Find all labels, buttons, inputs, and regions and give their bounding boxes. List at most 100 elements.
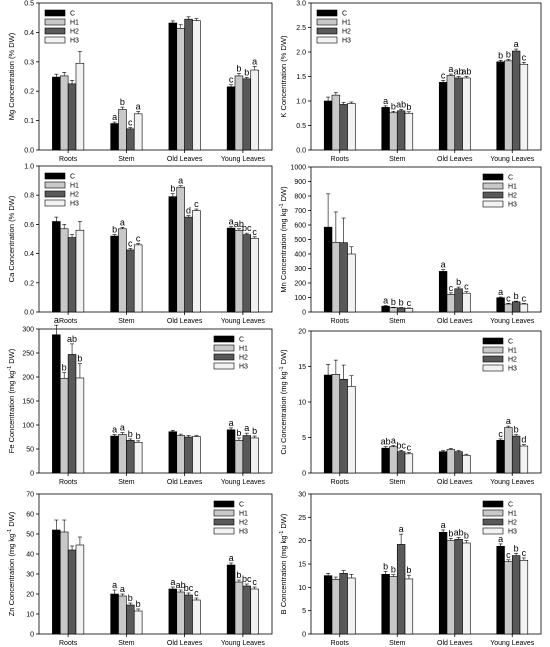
bar-h3-young-leaves [519,559,529,635]
significance-letter: ab [67,334,77,344]
bar-h1-young-leaves [234,229,244,313]
y-tick-label: 70 [26,492,34,499]
y-tick-label: 0.1 [24,118,34,125]
bar-h3-young-leaves [519,445,529,474]
bar-h1-roots [59,75,69,151]
significance-letter: a [120,584,125,594]
bar-h1-roots [59,378,69,474]
bar-c-young-leaves [226,86,236,151]
y-tick-label: 0.2 [24,280,34,287]
bar-h3-roots [347,577,356,635]
x-tick-label-young-leaves: Young Leaves [490,156,535,163]
legend-label-h3: H3 [239,529,248,536]
bar-c-young-leaves [496,545,505,635]
bar-h3-roots [347,103,356,151]
bar-c-stem [381,447,390,474]
bar-h2-stem [126,128,135,151]
bar-h3-roots [75,229,85,313]
bar-h1-stem [389,112,398,151]
bar-h2-young-leaves [511,555,521,635]
significance-letter: c [407,442,412,452]
significance-letter: ab [461,67,471,77]
plot-frame [38,493,273,635]
legend: C H1 H2 H3 [213,335,248,371]
bar-h1-stem [118,228,127,313]
legend-label-h3: H3 [508,202,517,209]
significance-letter: c [522,52,527,62]
legend-swatch-c [482,173,504,181]
significance-letter: a [229,553,234,563]
y-tick-label: 700 [294,208,306,215]
significance-letter: c [506,550,511,560]
legend-label-h3: H3 [70,38,79,45]
legend-label-c: C [508,502,513,509]
x-tick-label-old-leaves: Old Leaves [437,318,473,325]
significance-letter: bc [242,223,252,233]
y-tick-label: 800 [294,194,306,201]
bar-h1-roots [59,531,69,635]
significance-letter: a [112,425,117,435]
y-tick-label: 30 [26,572,34,579]
x-tick-label-old-leaves: Old Leaves [437,479,473,486]
x-tick-label-roots: Roots [331,156,350,163]
significance-letter: b [252,426,257,436]
significance-letter: c [506,293,511,303]
legend-swatch-h1 [482,509,504,517]
y-tick-label: 0.4 [24,30,34,37]
bar-h3-old-leaves [462,542,471,635]
significance-letter: a [506,416,511,426]
legend-swatch-c [316,9,338,17]
x-tick-label-stem: Stem [389,640,406,647]
significance-letter: b [136,431,141,441]
plot-frame [38,165,273,313]
y-tick-label: 30 [298,492,306,499]
x-tick-label-roots: Roots [331,640,350,647]
y-tick-label: 0.6 [24,222,34,229]
bar-h1-old-leaves [446,75,456,151]
bar-h2-stem [126,440,135,474]
bar-c-roots [52,334,61,474]
bar-h3-old-leaves [192,20,201,151]
bar-h3-young-leaves [519,303,529,313]
legend-swatch-c [213,500,235,508]
legend: C H1 H2 H3 [44,9,79,45]
bar-c-old-leaves [168,196,178,313]
bar-h1-young-leaves [504,561,513,635]
bar-h3-stem [133,244,143,313]
bar-h2-stem [126,604,135,635]
y-axis-label: B Concentration (mg kg-1 DW) [279,513,288,614]
bar-h2-roots [67,354,77,474]
legend-swatch-c [213,335,235,343]
significance-letter: b [498,50,503,60]
y-tick-label: 10 [298,585,306,592]
y-tick-label: 0.3 [24,59,34,66]
bar-h2-roots [339,104,348,151]
legend-label-h1: H1 [70,183,79,190]
y-tick-label: 0 [302,310,306,317]
significance-letter: c [229,75,234,85]
bar-h1-roots [331,94,341,151]
y-tick-label: 0.8 [24,193,34,200]
x-tick-label-stem: Stem [389,479,406,486]
significance-letter: b [391,297,396,307]
bar-h1-old-leaves [176,27,185,151]
bar-h2-stem [396,110,406,151]
significance-letter: b [170,184,175,194]
y-tick-label: 25 [298,515,306,522]
significance-letter: ab [454,67,464,77]
y-tick-label: 1.5 [296,74,306,81]
bar-c-old-leaves [438,531,448,635]
bar-h2-old-leaves [454,288,463,313]
bar-h3-stem [133,441,143,474]
significance-letter: a [399,524,404,534]
bar-h2-stem [396,451,406,474]
legend-label-h3: H3 [508,366,517,373]
y-axis-label: Fe Concentration (mg kg-1 DW) [7,348,16,453]
bar-h2-roots [339,378,348,474]
y-tick-label: 0.0 [296,148,306,155]
y-tick-label: 900 [294,179,306,186]
bar-h2-stem [396,307,406,313]
bar-h1-young-leaves [234,581,244,635]
bar-h3-stem [404,578,414,635]
bar-h1-stem [389,446,398,474]
